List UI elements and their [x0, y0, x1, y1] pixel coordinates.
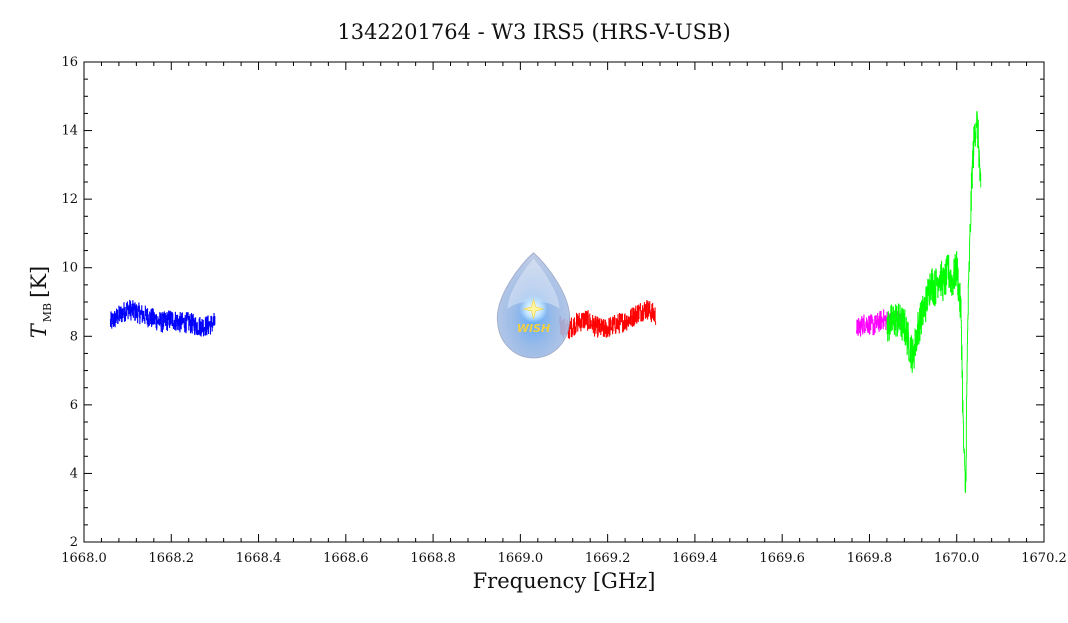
wish-logo-text: WISH — [517, 322, 550, 335]
series-line-2 — [559, 299, 657, 339]
wish-drop-highlight — [507, 258, 560, 309]
y-tick-label: 4 — [70, 466, 78, 481]
y-tick-label: 14 — [61, 124, 78, 139]
plot-frame — [83, 61, 1045, 543]
y-tick-label: 6 — [70, 398, 78, 413]
series-line-3 — [856, 309, 892, 337]
x-axis-label: Frequency [GHz] — [473, 569, 656, 593]
x-tick-label: 1668.4 — [236, 551, 282, 566]
x-tick-label: 1668.0 — [61, 551, 107, 566]
wish-logo: WISH — [496, 252, 571, 359]
y-tick-label: 12 — [61, 192, 78, 207]
x-tick-label: 1668.6 — [323, 551, 369, 566]
x-tick-label: 1669.8 — [847, 551, 893, 566]
x-tick-label: 1670.2 — [1021, 551, 1067, 566]
y-axis-subscript: MB — [41, 303, 54, 322]
x-tick-label: 1669.0 — [498, 551, 544, 566]
axis-ticks: 1668.0 1668.2 1668.4 1668.6 1668.8 1669.0 1669… — [61, 55, 1067, 566]
x-tick-label: 1669.4 — [672, 551, 718, 566]
y-tick-label: 16 — [61, 55, 78, 70]
x-tick-label: 1668.2 — [149, 551, 195, 566]
y-tick-label: 10 — [61, 261, 78, 276]
y-axis-unit: [K] — [27, 266, 51, 298]
y-tick-label: 2 — [70, 535, 78, 550]
y-axis-symbol: T — [27, 322, 51, 338]
chart-title: 1342201764 - W3 IRS5 (HRS-V-USB) — [337, 20, 730, 44]
x-tick-label: 1669.6 — [759, 551, 805, 566]
x-tick-label: 1670.0 — [934, 551, 980, 566]
series-line-5 — [886, 111, 982, 493]
series-line-1 — [109, 299, 216, 337]
y-axis-label: TMB [K] — [27, 266, 54, 338]
star-icon — [523, 298, 544, 319]
series-layer — [109, 111, 982, 493]
x-tick-label: 1669.2 — [585, 551, 631, 566]
y-tick-label: 8 — [70, 329, 78, 344]
x-tick-label: 1668.8 — [410, 551, 456, 566]
